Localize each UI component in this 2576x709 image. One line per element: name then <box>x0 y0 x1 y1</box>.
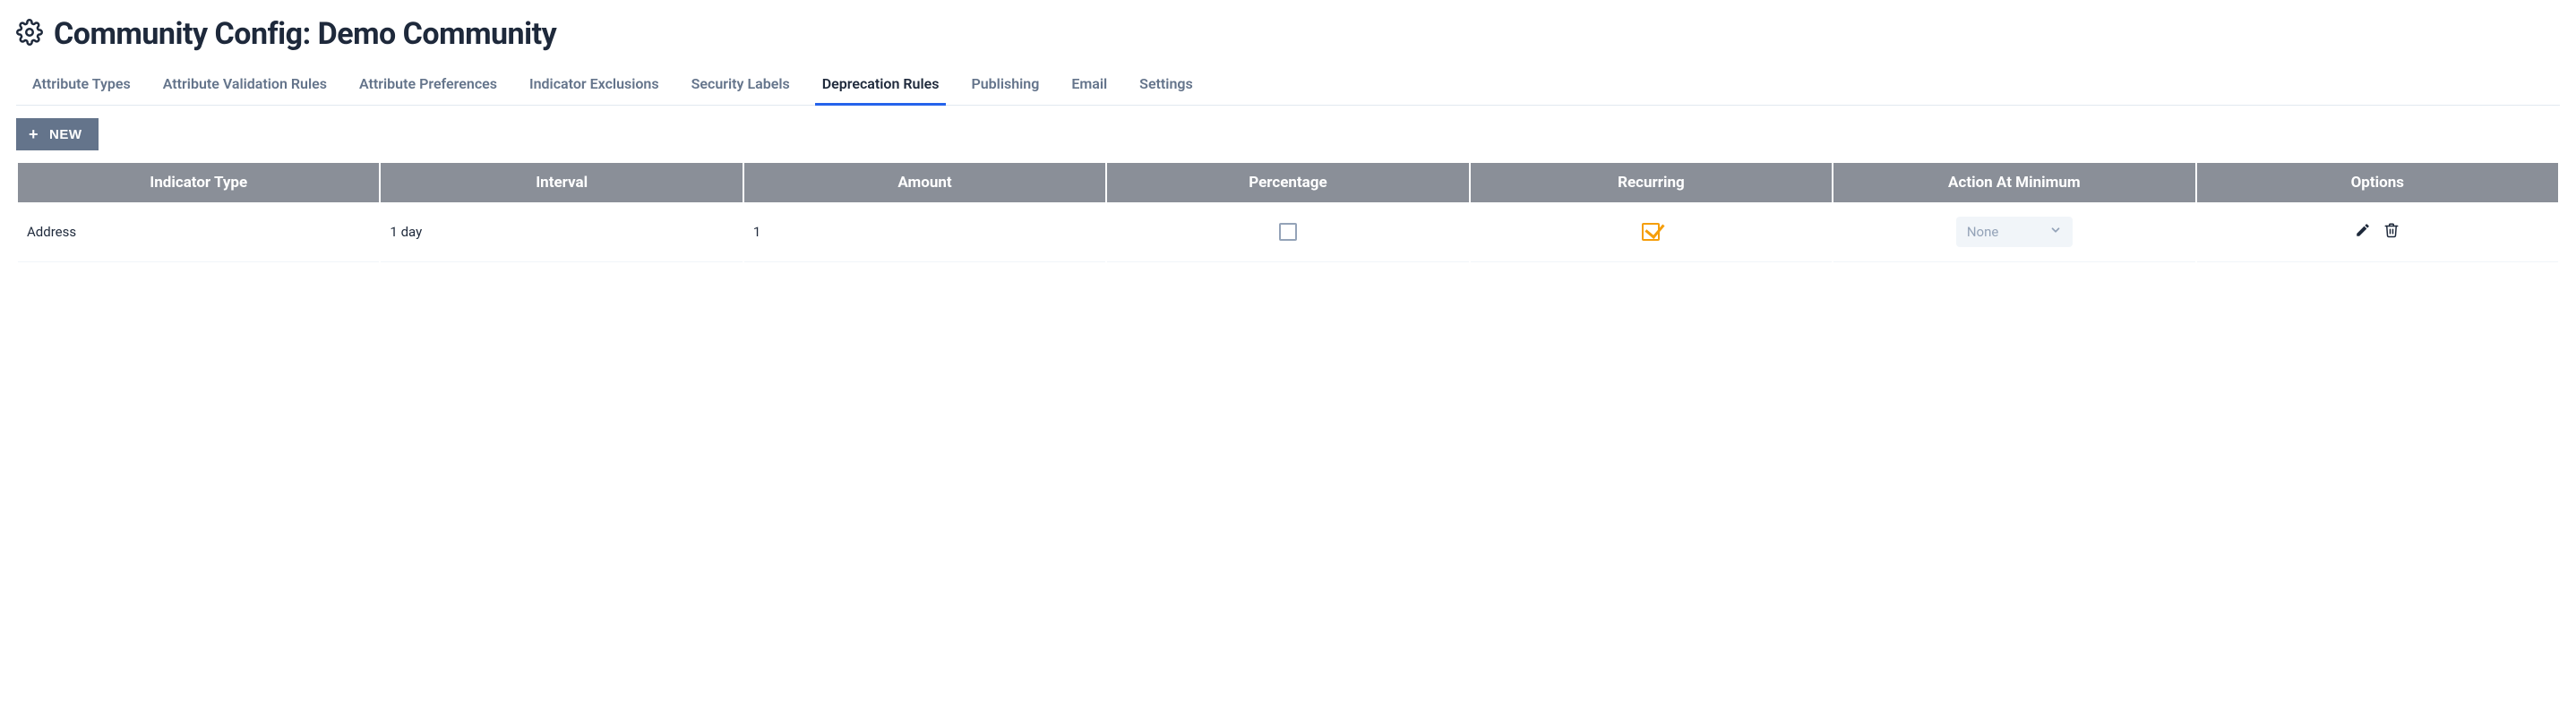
action-at-minimum-select[interactable]: None <box>1956 217 2073 247</box>
table-row: Address 1 day 1 None <box>18 202 2558 262</box>
cell-recurring <box>1471 202 1832 262</box>
cell-indicator-type: Address <box>18 202 379 262</box>
page-title-row: Community Config: Demo Community <box>16 16 2560 52</box>
tab-attribute-types[interactable]: Attribute Types <box>32 68 131 105</box>
tab-indicator-exclusions[interactable]: Indicator Exclusions <box>529 68 659 105</box>
plus-icon: + <box>29 126 39 142</box>
col-options: Options <box>2197 163 2558 202</box>
tab-attribute-preferences[interactable]: Attribute Preferences <box>359 68 497 105</box>
col-recurring: Recurring <box>1471 163 1832 202</box>
cell-action-at-minimum: None <box>1833 202 2194 262</box>
delete-icon[interactable] <box>2383 222 2400 238</box>
tab-security-labels[interactable]: Security Labels <box>691 68 790 105</box>
tab-settings[interactable]: Settings <box>1139 68 1193 105</box>
row-options <box>2355 222 2400 238</box>
col-percentage: Percentage <box>1107 163 1468 202</box>
page-root: Community Config: Demo Community Attribu… <box>0 0 2576 262</box>
col-amount: Amount <box>744 163 1105 202</box>
tab-email[interactable]: Email <box>1071 68 1107 105</box>
cell-percentage <box>1107 202 1468 262</box>
new-button[interactable]: + NEW <box>16 118 99 150</box>
toolbar: + NEW <box>16 106 2560 163</box>
tab-deprecation-rules[interactable]: Deprecation Rules <box>822 68 940 105</box>
deprecation-rules-table: Indicator Type Interval Amount Percentag… <box>16 163 2560 262</box>
recurring-checkbox[interactable] <box>1642 223 1660 241</box>
col-indicator-type: Indicator Type <box>18 163 379 202</box>
cell-interval: 1 day <box>381 202 742 262</box>
cell-options <box>2197 202 2558 262</box>
new-button-label: NEW <box>49 127 82 142</box>
chevron-down-icon <box>2049 224 2062 240</box>
edit-icon[interactable] <box>2355 222 2371 238</box>
select-value: None <box>1967 224 1999 240</box>
tab-bar: Attribute Types Attribute Validation Rul… <box>16 68 2560 106</box>
tab-attribute-validation-rules[interactable]: Attribute Validation Rules <box>163 68 327 105</box>
percentage-checkbox[interactable] <box>1279 223 1297 241</box>
col-interval: Interval <box>381 163 742 202</box>
gear-icon <box>16 19 43 49</box>
table-header-row: Indicator Type Interval Amount Percentag… <box>18 163 2558 202</box>
cell-amount: 1 <box>744 202 1105 262</box>
page-title: Community Config: Demo Community <box>54 16 556 52</box>
tab-publishing[interactable]: Publishing <box>971 68 1039 105</box>
col-action-at-minimum: Action At Minimum <box>1833 163 2194 202</box>
